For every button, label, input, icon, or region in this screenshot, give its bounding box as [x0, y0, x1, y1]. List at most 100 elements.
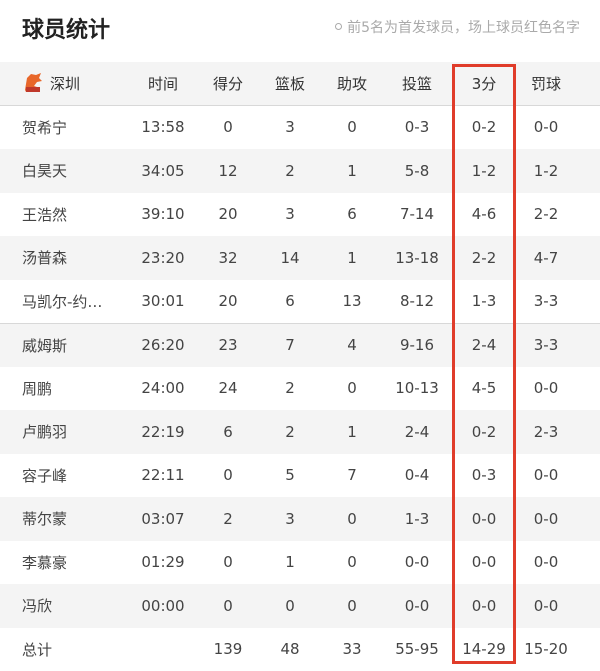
- cell-assists: 0: [320, 497, 384, 541]
- cell-ft: 15-20: [514, 628, 578, 671]
- cell-time: 23:20: [131, 236, 195, 280]
- cell-rebounds: 48: [258, 628, 322, 671]
- cell-points: 0: [196, 106, 260, 150]
- cell-assists: 1: [320, 236, 384, 280]
- cell-points: 24: [196, 367, 260, 411]
- cell-time: 13:58: [131, 106, 195, 150]
- col-points[interactable]: 得分: [196, 62, 260, 105]
- cell-rebounds: 3: [258, 193, 322, 237]
- starter-note: 前5名为首发球员，场上球员红色名字: [335, 17, 580, 37]
- cell-ft: 2-2: [514, 193, 578, 237]
- cell-time: 24:00: [131, 367, 195, 411]
- cell-rebounds: 2: [258, 367, 322, 411]
- cell-fg: 13-18: [385, 236, 449, 280]
- cell-time: 26:20: [131, 324, 195, 367]
- cell-ft: 0-0: [514, 497, 578, 541]
- team-logo-icon: [22, 72, 44, 94]
- cell-fg: 1-3: [385, 497, 449, 541]
- cell-fg: 0-4: [385, 454, 449, 498]
- cell-ft: 3-3: [514, 280, 578, 324]
- cell-rebounds: 1: [258, 541, 322, 585]
- cell-rebounds: 2: [258, 149, 322, 193]
- player-name: 汤普森: [22, 236, 132, 280]
- player-name: 马凯尔-约…: [22, 280, 132, 324]
- cell-rebounds: 2: [258, 410, 322, 454]
- col-fg[interactable]: 投篮: [385, 62, 449, 105]
- cell-points: 0: [196, 454, 260, 498]
- player-name: 白昊天: [22, 149, 132, 193]
- cell-points: 0: [196, 584, 260, 628]
- col-3pt[interactable]: 3分: [452, 62, 516, 105]
- player-name: 总计: [22, 628, 132, 671]
- cell-3pt: 0-0: [452, 497, 516, 541]
- cell-time: 30:01: [131, 280, 195, 324]
- cell-ft: 3-3: [514, 324, 578, 367]
- dot-icon: [335, 23, 342, 30]
- note-text: 前5名为首发球员，场上球员红色名字: [347, 20, 580, 36]
- cell-time: 22:11: [131, 454, 195, 498]
- cell-fg: 2-4: [385, 410, 449, 454]
- cell-points: 32: [196, 236, 260, 280]
- cell-ft: 4-7: [514, 236, 578, 280]
- cell-time: 22:19: [131, 410, 195, 454]
- cell-fg: 5-8: [385, 149, 449, 193]
- cell-3pt: 1-3: [452, 280, 516, 324]
- cell-ft: 0-0: [514, 454, 578, 498]
- cell-points: 139: [196, 628, 260, 671]
- cell-assists: 0: [320, 367, 384, 411]
- cell-3pt: 0-3: [452, 454, 516, 498]
- player-name: 李慕豪: [22, 541, 132, 585]
- cell-assists: 7: [320, 454, 384, 498]
- cell-points: 2: [196, 497, 260, 541]
- cell-3pt: 0-2: [452, 410, 516, 454]
- cell-3pt: 0-2: [452, 106, 516, 150]
- col-steals[interactable]: 抢: [580, 62, 600, 105]
- table-header: 深圳 时间 得分 篮板 助攻 投篮 3分 罚球 抢: [0, 62, 600, 106]
- cell-fg: 0-0: [385, 541, 449, 585]
- cell-3pt: 14-29: [452, 628, 516, 671]
- col-time[interactable]: 时间: [131, 62, 195, 105]
- cell-fg: 8-12: [385, 280, 449, 324]
- cell-assists: 4: [320, 324, 384, 367]
- cell-assists: 33: [320, 628, 384, 671]
- cell-points: 20: [196, 193, 260, 237]
- cell-assists: 0: [320, 541, 384, 585]
- player-name: 威姆斯: [22, 324, 132, 367]
- cell-points: 20: [196, 280, 260, 324]
- cell-rebounds: 14: [258, 236, 322, 280]
- cell-ft: 0-0: [514, 584, 578, 628]
- cell-time: [131, 628, 195, 671]
- cell-3pt: 4-5: [452, 367, 516, 411]
- col-ft[interactable]: 罚球: [514, 62, 578, 105]
- cell-3pt: 1-2: [452, 149, 516, 193]
- cell-ft: 0-0: [514, 106, 578, 150]
- cell-points: 0: [196, 541, 260, 585]
- cell-fg: 9-16: [385, 324, 449, 367]
- player-stats-table: 深圳 时间 得分 篮板 助攻 投篮 3分 罚球 抢 贺希宁13:580300-3…: [0, 62, 600, 671]
- cell-rebounds: 5: [258, 454, 322, 498]
- cell-rebounds: 0: [258, 584, 322, 628]
- cell-rebounds: 3: [258, 106, 322, 150]
- cell-time: 00:00: [131, 584, 195, 628]
- col-rebounds[interactable]: 篮板: [258, 62, 322, 105]
- cell-rebounds: 3: [258, 497, 322, 541]
- player-name: 周鹏: [22, 367, 132, 411]
- page-title: 球员统计: [22, 12, 110, 44]
- col-assists[interactable]: 助攻: [320, 62, 384, 105]
- cell-ft: 1-2: [514, 149, 578, 193]
- cell-points: 6: [196, 410, 260, 454]
- player-name: 冯欣: [22, 584, 132, 628]
